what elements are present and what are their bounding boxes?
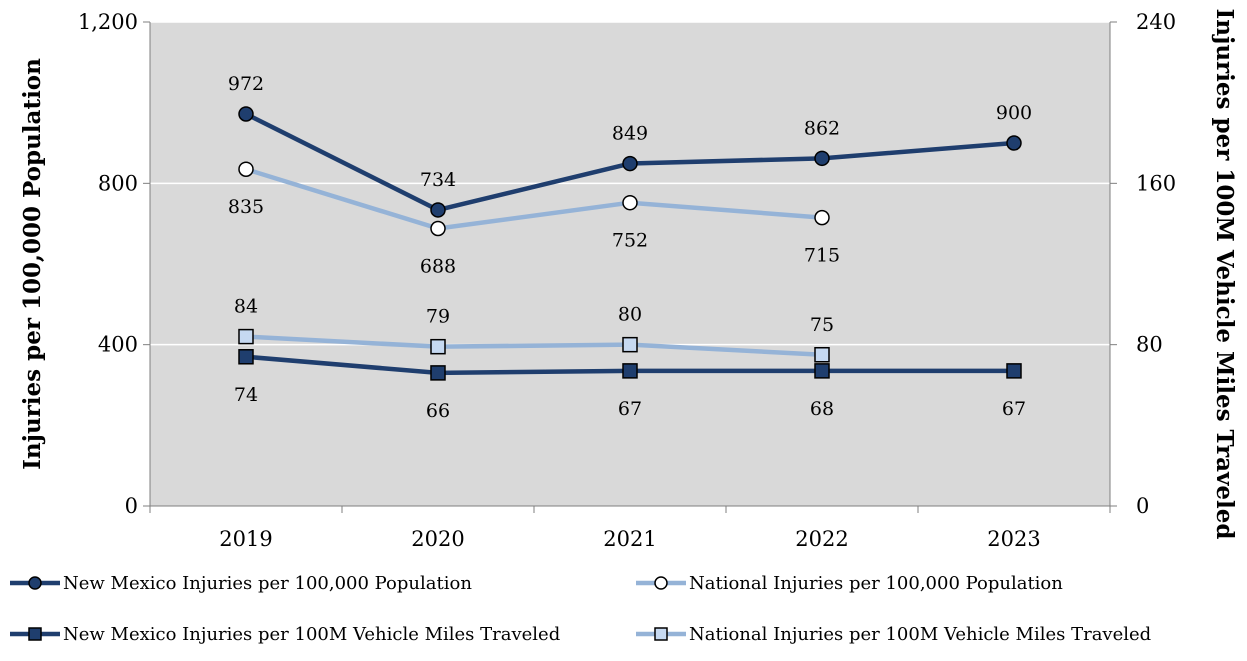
data-point — [430, 220, 446, 237]
x-tick-label: 2022 — [795, 527, 848, 551]
legend-label: New Mexico Injuries per 100M Vehicle Mil… — [63, 624, 560, 645]
legend: New Mexico Injuries per 100,000 Populati… — [10, 573, 1151, 645]
data-label: 67 — [1002, 398, 1026, 420]
data-point — [622, 155, 638, 172]
data-label: 752 — [612, 230, 648, 252]
legend-label: National Injuries per 100M Vehicle Miles… — [689, 624, 1151, 645]
plot-area — [150, 22, 1110, 506]
legend-marker — [28, 576, 42, 590]
legend-label: National Injuries per 100,000 Population — [689, 573, 1063, 594]
legend-item: New Mexico Injuries per 100,000 Populati… — [10, 573, 472, 594]
data-point — [1006, 135, 1022, 151]
data-label: 862 — [804, 117, 840, 139]
data-point — [814, 209, 830, 226]
legend-marker — [28, 627, 42, 641]
x-tick-label: 2023 — [987, 527, 1040, 551]
legend-label: New Mexico Injuries per 100,000 Populati… — [63, 573, 472, 594]
data-label: 79 — [426, 306, 450, 328]
data-label: 80 — [618, 304, 642, 326]
data-label: 84 — [234, 296, 258, 318]
data-label: 972 — [228, 73, 264, 95]
legend-marker — [654, 627, 668, 641]
legend-marker — [654, 576, 668, 590]
data-point — [814, 150, 830, 167]
data-label: 849 — [612, 123, 648, 145]
data-label: 835 — [228, 196, 264, 218]
series-0 — [238, 106, 1022, 218]
data-point — [238, 106, 254, 122]
axes: 0 400 800 1,200 0 80 160 240 2019 2020 2021 2022 202… — [78, 10, 1176, 551]
data-point — [430, 365, 446, 381]
data-labels: 972 734 849 862 900 835 688 752 715 74 66 67 68 67 84 7… — [228, 73, 1032, 422]
data-label: 75 — [810, 314, 834, 336]
legend-item: New Mexico Injuries per 100M Vehicle Mil… — [10, 624, 560, 645]
series-2 — [238, 349, 1022, 381]
series-line — [245, 167, 823, 231]
data-label: 66 — [426, 400, 450, 422]
series-layer — [238, 106, 1022, 381]
data-point — [814, 363, 830, 379]
left-tick-label: 0 — [125, 494, 138, 518]
left-tick-label: 800 — [98, 171, 138, 195]
data-label: 74 — [234, 384, 258, 406]
left-tick-label: 1,200 — [78, 10, 138, 34]
data-point — [1006, 363, 1022, 379]
legend-item: National Injuries per 100,000 Population — [636, 573, 1063, 594]
right-tick-label: 0 — [1136, 494, 1149, 518]
series-3 — [238, 328, 830, 363]
data-label: 900 — [996, 102, 1032, 124]
x-tick-label: 2020 — [411, 527, 464, 551]
legend-item: National Injuries per 100M Vehicle Miles… — [636, 624, 1151, 645]
data-label: 67 — [618, 398, 642, 420]
data-point — [622, 363, 638, 379]
right-tick-label: 80 — [1136, 333, 1163, 357]
left-axis-title: Injuries per 100,000 Population — [19, 58, 46, 470]
data-label: 68 — [810, 398, 834, 420]
x-tick-label: 2019 — [219, 527, 272, 551]
right-tick-label: 160 — [1136, 171, 1176, 195]
series-line — [245, 334, 823, 357]
series-1 — [238, 161, 830, 237]
data-point — [238, 161, 254, 177]
x-tick-label: 2021 — [603, 527, 656, 551]
right-axis-title: Injuries per 100M Vehicle Miles Traveled — [1211, 9, 1238, 540]
data-point — [238, 328, 254, 345]
data-label: 734 — [420, 169, 456, 191]
left-tick-label: 400 — [98, 333, 138, 357]
data-label: 688 — [420, 256, 456, 278]
data-point — [430, 338, 446, 355]
data-point — [814, 347, 830, 363]
data-point — [430, 202, 446, 218]
data-point — [238, 349, 254, 365]
data-point — [622, 336, 638, 353]
data-label: 715 — [804, 245, 840, 267]
data-point — [622, 194, 638, 211]
right-tick-label: 240 — [1136, 10, 1176, 34]
